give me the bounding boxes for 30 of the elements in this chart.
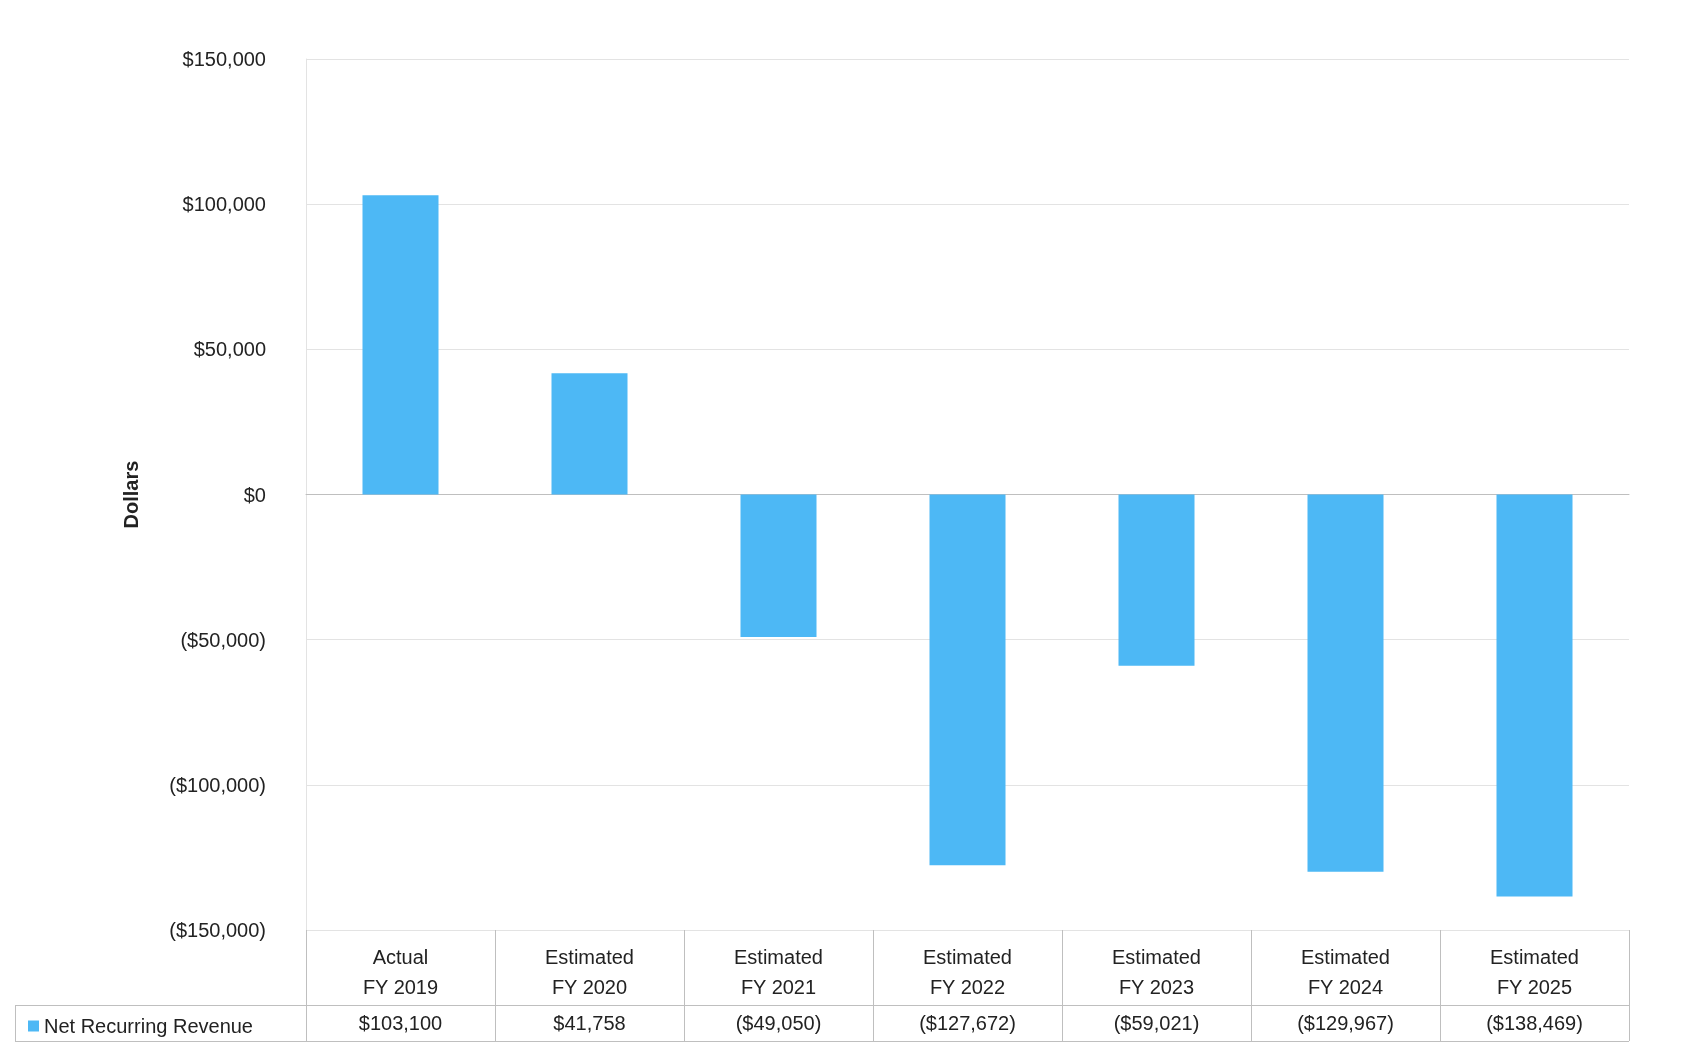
bar — [740, 494, 817, 637]
y-tick-label: ($50,000) — [180, 628, 266, 651]
data-label: ($59,021) — [1113, 1012, 1200, 1034]
x-tick-label: Estimated FY 2024 — [1301, 946, 1390, 998]
data-label: $103,100 — [358, 1012, 443, 1034]
data-label: ($138,469) — [1486, 1012, 1583, 1034]
x-tick-label: Actual FY 2019 — [362, 946, 439, 998]
y-tick-label: $50,000 — [193, 338, 266, 361]
data-label: ($129,967) — [1297, 1012, 1394, 1034]
bar — [551, 373, 628, 495]
y-tick-label: $0 — [243, 483, 266, 506]
x-tick-label: Estimated FY 2023 — [1112, 946, 1201, 998]
bar — [1307, 494, 1384, 872]
data-label: ($127,672) — [919, 1012, 1016, 1034]
y-tick-label: $100,000 — [182, 193, 266, 216]
x-tick-label: Estimated FY 2022 — [923, 946, 1012, 998]
bar — [1118, 494, 1195, 666]
y-axis-title: Dollars — [120, 460, 142, 529]
legend-label: Net Recurring Revenue — [44, 1015, 253, 1037]
bar — [1496, 494, 1573, 897]
data-label: $41,758 — [553, 1012, 626, 1034]
bar — [362, 195, 439, 495]
y-tick-label: ($100,000) — [169, 773, 266, 796]
bar — [929, 494, 1006, 866]
y-tick-label: ($150,000) — [169, 919, 266, 941]
y-tick-label: $150,000 — [182, 48, 266, 70]
x-tick-label: Estimated FY 2021 — [734, 946, 823, 998]
data-label: ($49,050) — [735, 1012, 822, 1034]
x-tick-label: Estimated FY 2025 — [1490, 946, 1579, 998]
x-tick-label: Estimated FY 2020 — [545, 946, 634, 998]
